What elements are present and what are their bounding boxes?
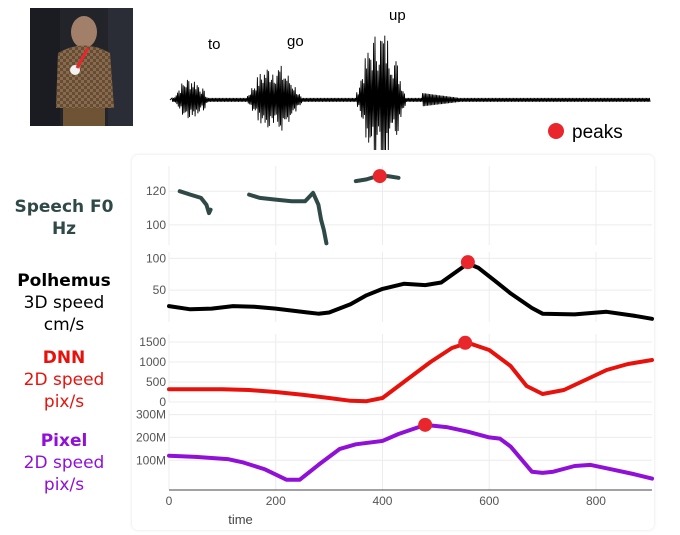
panel-label-polhemus: Polhemus 3D speed cm/s (0, 270, 128, 336)
waveform-trace (169, 35, 651, 150)
panel-unit: Hz (51, 219, 77, 239)
y-tick-label: 1000 (139, 355, 166, 369)
peak-marker (418, 417, 433, 432)
panel-title: Speech F0 (14, 197, 114, 217)
panel-label-pixel: Pixel 2D speed pix/s (0, 430, 128, 496)
panel-unit: pix/s (43, 475, 85, 495)
y-tick-label: 200M (136, 430, 166, 444)
peak-marker (458, 335, 473, 350)
x-tick-label: 800 (586, 494, 606, 508)
panel-label-dnn: DNN 2D speed pix/s (0, 347, 128, 413)
y-tick-label: 0 (159, 395, 166, 409)
peak-marker (460, 255, 475, 270)
panel-label-speech-f0: Speech F0 Hz (0, 196, 128, 240)
waveform-path (169, 35, 651, 150)
x-tick-label: 0 (166, 494, 173, 508)
word-label-to: to (208, 36, 221, 53)
y-tick-label: 50 (153, 283, 167, 297)
series-line (177, 189, 213, 216)
panel-title: Pixel (40, 431, 88, 451)
word-label-go: go (287, 33, 304, 50)
series-line (167, 261, 654, 321)
panel-subtitle: 3D speed (23, 293, 105, 313)
panel-unit: cm/s (43, 315, 85, 335)
y-tick-label: 120 (146, 184, 166, 198)
y-tick-label: 100 (146, 251, 166, 265)
series-line (167, 340, 654, 404)
x-tick-label: 400 (372, 494, 392, 508)
panel-unit: pix/s (43, 392, 85, 412)
y-tick-label: 100M (136, 453, 166, 467)
panel-title: Polhemus (17, 271, 111, 291)
peak-marker (372, 169, 387, 184)
series-line (167, 422, 654, 482)
panel-subtitle: 2D speed (23, 453, 105, 473)
speech-waveform: to go up peaks (169, 7, 651, 150)
peaks-legend-label: peaks (572, 122, 623, 143)
panel-subtitle: 2D speed (23, 370, 105, 390)
word-label-up: up (389, 7, 406, 24)
y-tick-label: 500 (146, 375, 166, 389)
y-tick-label: 300M (136, 408, 166, 422)
y-tick-label: 1500 (139, 335, 166, 349)
panel-title: DNN (42, 348, 86, 368)
x-axis-title: time (228, 512, 253, 527)
peaks-legend-marker (548, 123, 564, 139)
y-tick-label: 100 (146, 218, 166, 232)
speaker-photo (30, 8, 133, 126)
x-tick-label: 200 (266, 494, 286, 508)
series-line (247, 190, 329, 246)
x-tick-label: 600 (479, 494, 499, 508)
